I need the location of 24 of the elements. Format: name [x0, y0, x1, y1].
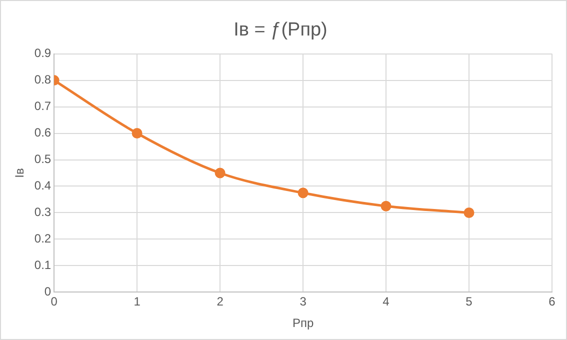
x-tick-label: 6: [548, 294, 556, 309]
y-tick-label: 0.9: [34, 46, 52, 60]
x-tick-label: 1: [134, 294, 141, 309]
chart-title: Iв = ƒ(Pпр): [234, 20, 328, 41]
point: [464, 207, 474, 218]
y-tick-label: 0.5: [34, 152, 52, 166]
point: [298, 188, 308, 198]
x-tick-label: 2: [216, 294, 224, 309]
y-tick-label: 0.3: [34, 205, 52, 220]
y-tick-label: 0.4: [34, 178, 52, 193]
y-tick-label: 0.6: [34, 126, 52, 140]
x-tick-label: 3: [300, 294, 307, 309]
x-axis-title: Pпр: [292, 316, 314, 330]
y-axis-title: Iв: [12, 168, 27, 178]
y-tick-label: 0.2: [34, 232, 52, 246]
point: [132, 128, 142, 139]
y-tick-label: 0.1: [34, 258, 52, 272]
point: [214, 168, 226, 178]
x-tick-label: 5: [466, 294, 473, 309]
y-tick-label: 0.8: [34, 72, 52, 87]
y-tick-label: 0.7: [34, 99, 52, 114]
point: [380, 200, 392, 212]
x-tick-label: 4: [382, 294, 390, 309]
y-tick-label: 0: [44, 284, 52, 299]
